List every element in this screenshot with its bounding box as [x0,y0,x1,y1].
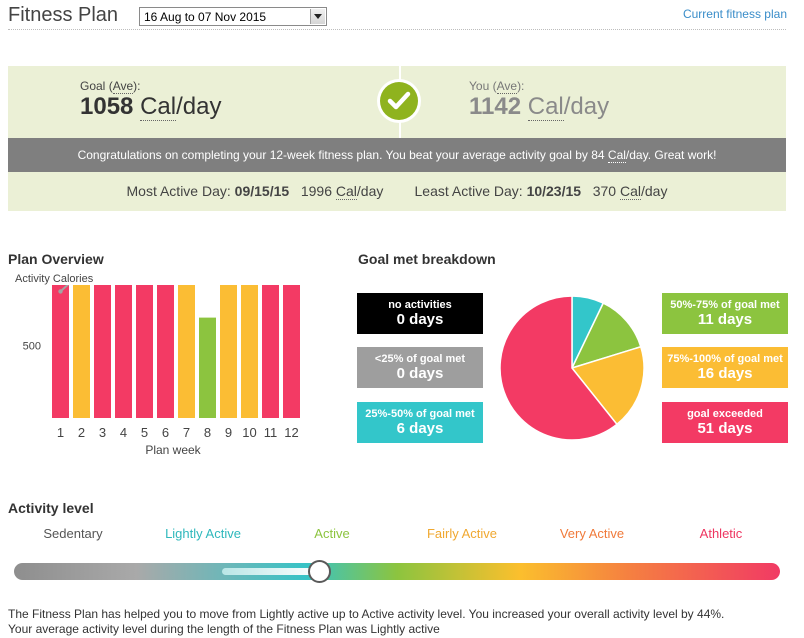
least-active-date: 10/23/15 [526,183,582,199]
goal-breakdown-title: Goal met breakdown [358,251,496,267]
chart-ylabel: Activity Calories [15,273,94,285]
x-tick-label: 12 [284,425,298,440]
x-axis-label: Plan week [145,443,201,457]
bar-week-11 [262,285,279,418]
you-unit: Cal [527,93,564,121]
goal-box-label: 50%-75% of goal met [670,299,780,311]
goal-box-3: 50%-75% of goal met 11 days [662,293,788,334]
goal-box-label: 75%-100% of goal met [667,353,783,365]
goal-box-0: no activities 0 days [357,293,483,334]
slider-progress-fill [222,568,320,575]
description-line-1: The Fitness Plan has helped you to move … [8,607,725,621]
goal-value: 1058 Cal/day [80,93,222,121]
activity-level-very-active: Very Active [559,526,625,541]
goal-box-value: 16 days [697,365,753,382]
congrats-banner: Congratulations on completing your 12-we… [8,138,786,172]
x-tick-label: 3 [99,425,106,440]
activity-level-sedentary: Sedentary [43,526,103,541]
you-label: You (Ave): [469,79,525,94]
goal-box-2: 25%-50% of goal met 6 days [357,402,483,443]
bar-week-8 [199,317,216,418]
bar-week-6 [157,285,174,418]
activity-level-athletic: Athletic [699,526,743,541]
slider-handle [308,560,331,583]
x-tick-label: 1 [57,425,64,440]
goal-point [58,289,63,294]
most-active-date: 09/15/15 [234,183,290,199]
x-tick-label: 8 [204,425,211,440]
x-tick-label: 9 [225,425,232,440]
x-tick-label: 2 [78,425,85,440]
goal-box-value: 6 days [396,420,444,437]
page-title: Fitness Plan [8,4,119,26]
goal-breakdown-pie [499,295,645,441]
active-days-row: Most Active Day: 09/15/15 1996 Cal/day L… [126,183,668,200]
you-value: 1142 Cal/day [469,93,610,121]
goal-box-label: <25% of goal met [374,353,466,365]
pie-slice-3 [499,295,618,441]
check-badge [377,79,421,123]
goal-box-1: <25% of goal met 0 days [357,347,483,388]
bar-week-5 [136,285,153,418]
bar-week-1 [52,285,69,418]
chevron-down-icon[interactable] [310,9,325,24]
date-range-select[interactable]: 16 Aug to 07 Nov 2015 [139,7,327,26]
goal-box-value: 0 days [396,311,444,328]
activity-level-lightly-active: Lightly Active [165,526,241,541]
plan-overview-title: Plan Overview [8,251,104,267]
bar-week-9 [220,285,237,418]
activity-level-slider [14,563,780,580]
goal-box-label: goal exceeded [687,408,763,420]
goal-box-5: goal exceeded 51 days [662,402,788,443]
current-fitness-plan-link[interactable]: Current fitness plan [682,7,787,21]
x-tick-label: 10 [242,425,256,440]
pie-slice-2 [570,345,645,426]
goal-label: Goal (Ave): [80,79,141,94]
bar-week-3 [94,285,111,418]
least-active-label: Least Active Day: [414,183,523,199]
least-active-value: 370 [592,183,617,199]
activity-level-title: Activity level [8,500,94,516]
goal-ave-abbr: Ave [112,79,134,94]
x-tick-label: 11 [264,425,278,440]
you-ave-abbr: Ave [496,79,518,94]
x-tick-label: 6 [162,425,169,440]
checkmark-icon [380,82,418,120]
y-tick-label: 500 [23,340,41,352]
bar-week-7 [178,285,195,418]
activity-level-active: Active [314,526,350,541]
header-divider [8,29,786,30]
most-active-value: 1996 [300,183,332,199]
activity-description: The Fitness Plan has helped you to move … [8,607,724,637]
goal-unit: Cal [140,93,177,121]
activity-level-fairly-active: Fairly Active [426,526,498,541]
x-tick-label: 4 [120,425,127,440]
goal-box-label: no activities [388,299,452,311]
goal-box-4: 75%-100% of goal met 16 days [662,347,788,388]
bar-week-2 [73,285,90,418]
x-tick-label: 5 [141,425,148,440]
goal-box-value: 0 days [396,365,444,382]
most-active-label: Most Active Day: [126,183,231,199]
date-range-value: 16 Aug to 07 Nov 2015 [144,10,267,24]
goal-box-value: 11 days [697,311,753,328]
x-tick-label: 7 [183,425,190,440]
bar-week-10 [241,285,258,418]
description-line-2: Your average activity level during the l… [8,622,440,636]
goal-box-label: 25%-50% of goal met [365,408,475,420]
bar-week-12 [283,285,300,418]
bar-week-4 [115,285,132,418]
plan-overview-chart: 50010001500123456789101112Plan week [23,285,300,457]
goal-box-value: 51 days [697,420,753,437]
